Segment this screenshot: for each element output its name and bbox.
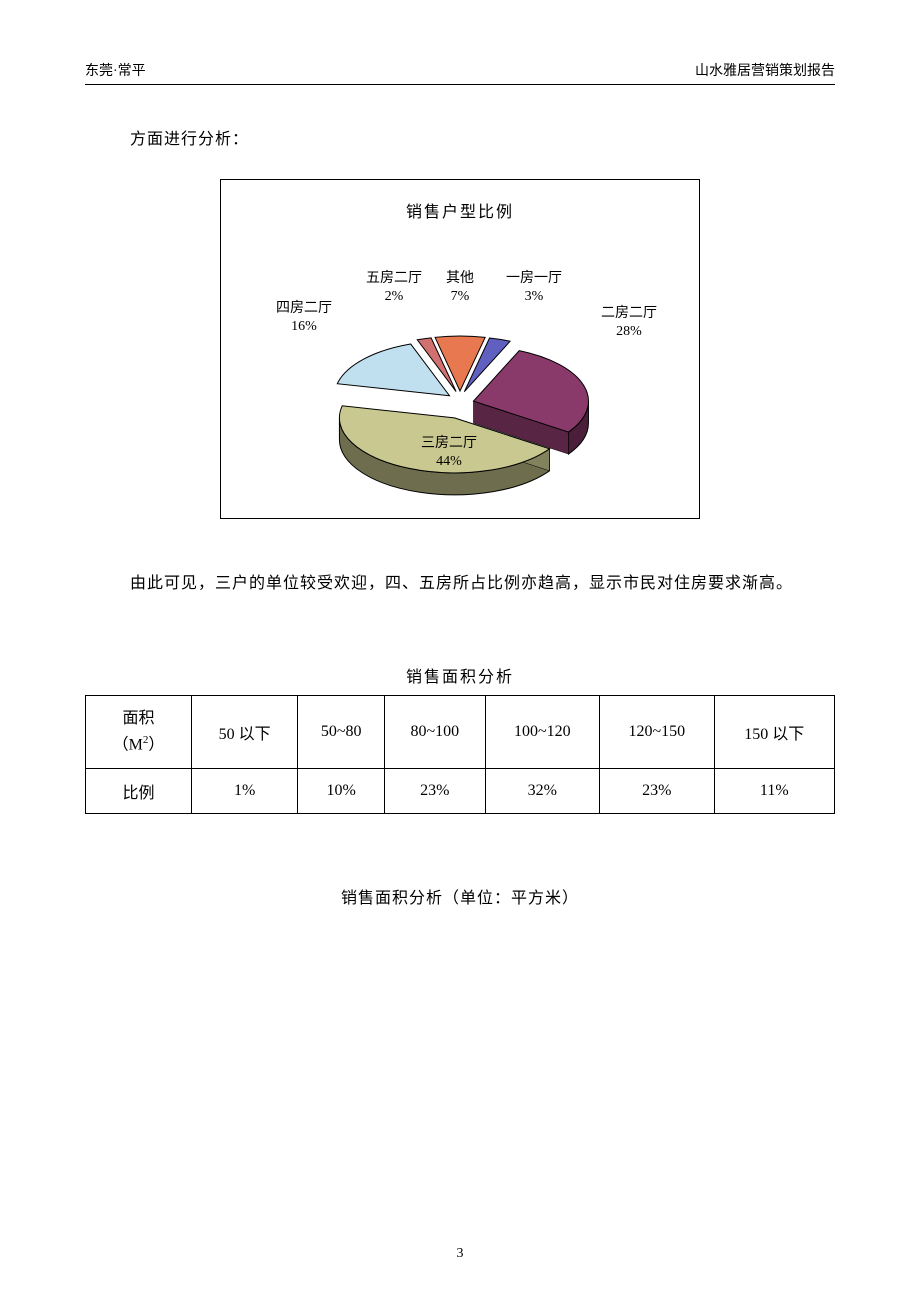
area-analysis-table: 面积 （M2） 50 以下 50~80 80~100 100~120 120~1… [85, 695, 835, 814]
table-cell: 100~120 [485, 696, 600, 769]
table-cell: 1% [191, 768, 297, 813]
header-left: 东莞·常平 [85, 60, 146, 80]
pie-slice-label: 五房二厅2% [366, 270, 422, 306]
pie-slice-label: 其他7% [446, 270, 474, 306]
pie-slice-label: 四房二厅16% [276, 300, 332, 336]
table-cell: 50~80 [298, 696, 385, 769]
table-cell: 比例 [86, 768, 192, 813]
table-cell: 120~150 [600, 696, 715, 769]
header-right: 山水雅居营销策划报告 [695, 60, 835, 80]
intro-text: 方面进行分析： [130, 125, 835, 149]
table-row: 比例 1% 10% 23% 32% 23% 11% [86, 768, 835, 813]
pie-chart-svg [330, 335, 590, 505]
pie-chart-title: 销售户型比例 [221, 198, 699, 222]
page-header: 东莞·常平 山水雅居营销策划报告 [85, 60, 835, 85]
table-cell: 32% [485, 768, 600, 813]
table-title: 销售面积分析 [85, 663, 835, 687]
table-cell: 50 以下 [191, 696, 297, 769]
pie-chart-container: 销售户型比例 一房一厅3% 二房二厅28% 三房二厅44% 四房二厅16% 五房二厅2%… [220, 179, 700, 519]
table-cell: 23% [600, 768, 715, 813]
table-row: 面积 （M2） 50 以下 50~80 80~100 100~120 120~1… [86, 696, 835, 769]
section2-title: 销售面积分析（单位：平方米） [85, 884, 835, 908]
pie-slice-label: 三房二厅44% [421, 435, 477, 471]
pie-slice-label: 一房一厅3% [506, 270, 562, 306]
conclusion-text: 由此可见，三户的单位较受欢迎，四、五房所占比例亦趋高，显示市民对住房要求渐高。 [130, 569, 835, 593]
table-cell: 23% [384, 768, 485, 813]
table-cell: 11% [714, 768, 834, 813]
page-number: 3 [457, 1246, 464, 1262]
table-cell: 10% [298, 768, 385, 813]
pie-slice-label: 二房二厅28% [601, 305, 657, 341]
table-header-cell: 面积 （M2） [86, 696, 192, 769]
table-cell: 80~100 [384, 696, 485, 769]
table-cell: 150 以下 [714, 696, 834, 769]
